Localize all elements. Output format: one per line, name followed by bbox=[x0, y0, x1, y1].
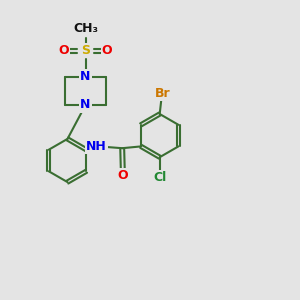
Text: CH₃: CH₃ bbox=[73, 22, 98, 35]
Text: Br: Br bbox=[155, 87, 170, 101]
Text: O: O bbox=[118, 169, 128, 182]
Text: Cl: Cl bbox=[153, 171, 166, 184]
Text: N: N bbox=[80, 98, 91, 112]
Text: O: O bbox=[58, 44, 69, 58]
Text: O: O bbox=[102, 44, 112, 58]
Text: S: S bbox=[81, 44, 90, 58]
Text: N: N bbox=[80, 70, 91, 83]
Text: NH: NH bbox=[86, 140, 107, 153]
